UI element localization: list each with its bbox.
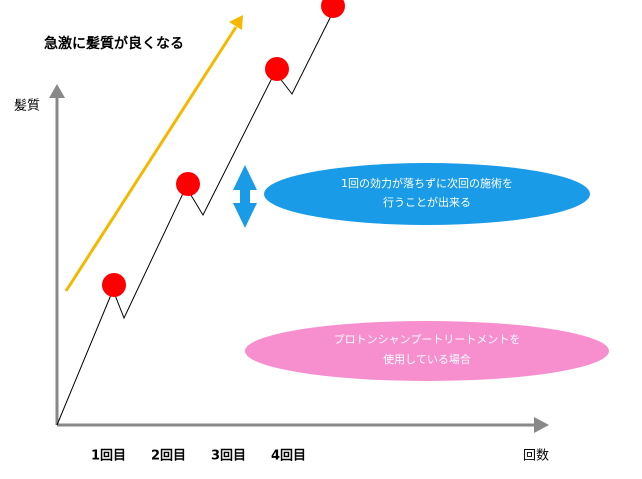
treatment-point bbox=[102, 273, 126, 297]
callout-bubble bbox=[264, 163, 590, 225]
treatment-point bbox=[265, 57, 289, 81]
x-label: 1回目 bbox=[91, 449, 126, 464]
x-label: 3回目 bbox=[211, 449, 246, 464]
trend-arrowhead bbox=[229, 15, 243, 30]
callout-bubble bbox=[245, 321, 609, 381]
double-arrow bbox=[233, 165, 257, 228]
x-axis-arrowhead bbox=[534, 417, 549, 433]
y-axis-arrowhead bbox=[49, 84, 65, 98]
callout-text: 行うことが出来る bbox=[383, 195, 471, 209]
y-axis-label: 髪質 bbox=[14, 99, 40, 114]
x-label: 4回目 bbox=[271, 449, 306, 464]
callout-text: 1回の効力が落ちずに次回の施術を bbox=[341, 176, 513, 190]
treatment-point bbox=[176, 172, 200, 196]
treatment-point bbox=[321, 0, 345, 18]
trend-arrow bbox=[64, 26, 238, 292]
callout-text: 使用している場合 bbox=[383, 352, 471, 366]
x-axis-label: 回数 bbox=[523, 449, 549, 464]
x-label: 2回目 bbox=[151, 449, 186, 464]
title: 急激に髪質が良くなる bbox=[44, 35, 184, 52]
callout-text: プロトンシャンプートリートメントを bbox=[334, 333, 521, 346]
